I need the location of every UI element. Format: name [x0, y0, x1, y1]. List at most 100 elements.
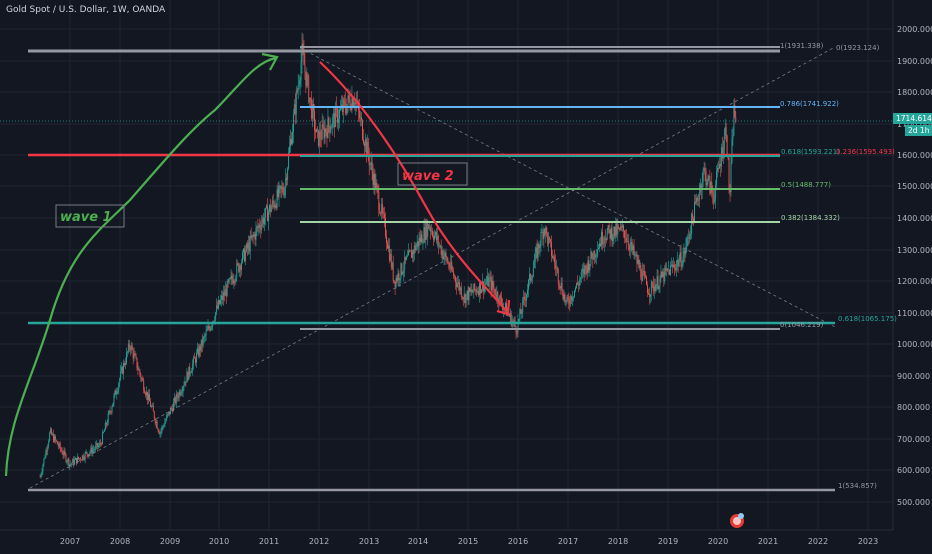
price-tick: 1300.000 [897, 246, 932, 255]
candle-body [688, 237, 690, 239]
candle-body [463, 293, 465, 299]
candle-body [190, 372, 192, 374]
candle-body [489, 277, 491, 279]
candle-body [125, 363, 126, 366]
candle-body [104, 422, 106, 431]
candle-body [537, 243, 539, 258]
candle-body [338, 119, 339, 123]
candle-body [61, 450, 63, 454]
wave2-label-box[interactable] [397, 162, 468, 186]
time-axis[interactable]: 2007 2008 2009 2010 2011 2012 2013 2014 … [60, 537, 878, 546]
candle-body [522, 299, 524, 313]
price-tick: 1600.000 [897, 151, 932, 160]
candle-body [275, 205, 277, 209]
candle-body [83, 458, 85, 460]
candle-body [563, 294, 565, 300]
candle-body [635, 254, 637, 256]
fib-label: 0.618(1593.221) [781, 148, 840, 156]
candle-body [710, 182, 712, 194]
candle-body [316, 128, 318, 130]
candle-body [474, 283, 476, 290]
candle-body [302, 43, 304, 53]
candle-body [81, 455, 83, 460]
candle-body [505, 303, 507, 316]
candle-body [690, 234, 692, 235]
candle-body [42, 464, 44, 472]
candle-body [561, 282, 563, 294]
candle-body [529, 273, 530, 280]
candle-body [379, 209, 381, 213]
candle-body [121, 367, 123, 371]
candle-body [600, 231, 602, 246]
candle-body [168, 411, 170, 415]
candle-body [195, 358, 196, 363]
candle-body [468, 287, 470, 301]
wave2-arrowhead [496, 299, 511, 316]
candle-body [307, 75, 309, 77]
candle-body [400, 263, 402, 279]
event-icon[interactable] [730, 513, 744, 528]
wave1-label-box[interactable] [55, 204, 125, 228]
candle-body [89, 452, 91, 454]
candle-body [339, 110, 340, 120]
candle-body [492, 280, 494, 288]
candle-body [310, 97, 312, 100]
candle-body [349, 99, 351, 108]
candle-body [144, 390, 146, 394]
fib-label: 0.786(1741.922) [780, 100, 839, 108]
candle-body [517, 320, 519, 334]
candle-body [301, 43, 303, 63]
candle-body [256, 226, 258, 229]
candle-body [593, 251, 595, 260]
candle-body [626, 241, 628, 242]
candle-body [360, 117, 362, 119]
fib-levels[interactable] [28, 46, 835, 492]
candle-body [228, 278, 230, 283]
candle-body [137, 368, 139, 370]
candle-body [346, 104, 348, 113]
time-tick: 2015 [458, 537, 478, 546]
wave1-arrow[interactable] [4, 56, 277, 477]
candle-body [82, 455, 84, 459]
candle-body [73, 459, 75, 465]
candle-body [196, 353, 197, 363]
price-axis[interactable]: 2000.000 1900.000 1800.000 1700.000 1600… [897, 25, 932, 507]
candle-body [680, 252, 682, 267]
candle-body [718, 168, 719, 169]
candle-body [696, 198, 698, 200]
candle-body [330, 128, 332, 133]
candle-body [317, 129, 319, 146]
candle-body [552, 255, 553, 258]
vertical-grid [69, 0, 869, 530]
candle-body [578, 280, 580, 286]
candle-body [528, 279, 529, 290]
candle-body [231, 275, 233, 280]
candle-body [457, 283, 458, 287]
candle-body [133, 353, 135, 359]
candle-body [394, 281, 396, 287]
candle-body [439, 245, 441, 247]
candle-body [159, 432, 161, 434]
candle-body [677, 259, 679, 267]
candle-body [318, 131, 320, 146]
candle-body [88, 453, 90, 457]
time-tick: 2017 [558, 537, 578, 546]
candle-body [450, 261, 452, 269]
candle-body [337, 108, 338, 123]
candle-body [686, 237, 688, 247]
candle-body [62, 453, 64, 456]
candle-body [662, 272, 664, 278]
candle-body [341, 104, 343, 113]
fib-label: 1(1931.338) [780, 42, 824, 50]
candle-body [724, 127, 726, 137]
candle-body [513, 320, 515, 322]
candle-body [633, 245, 635, 255]
candle-body [396, 278, 398, 281]
candle-body [368, 155, 370, 166]
candle-body [259, 224, 261, 228]
falling-trendline [299, 47, 836, 328]
wave2-arrow[interactable] [319, 61, 508, 313]
candle-body [300, 62, 302, 81]
candle-body [387, 245, 389, 249]
